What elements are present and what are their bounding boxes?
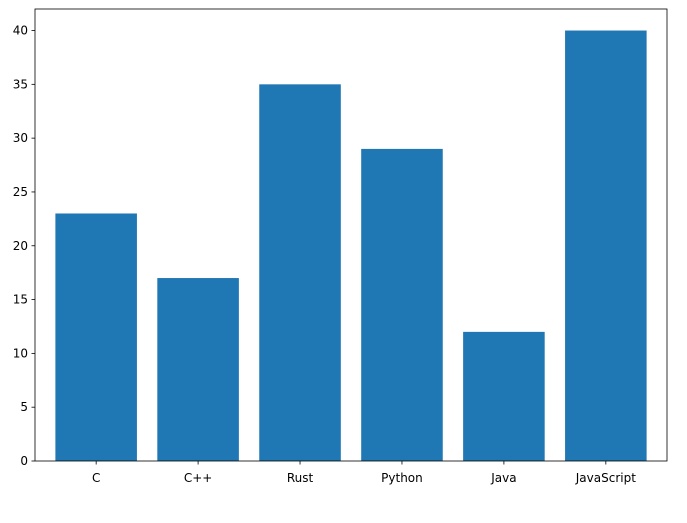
- y-tick-label: 20: [13, 239, 28, 253]
- y-tick-label: 5: [20, 400, 28, 414]
- y-tick-label: 40: [13, 24, 28, 38]
- y-tick-label: 25: [13, 185, 28, 199]
- x-tick-label: C: [92, 471, 100, 485]
- x-tick-label: Java: [490, 471, 516, 485]
- x-tick-label: JavaScript: [575, 471, 636, 485]
- bar-c: [55, 213, 137, 461]
- bars-group: [55, 30, 647, 462]
- x-tick-label: C++: [184, 471, 213, 485]
- y-tick-label: 10: [13, 346, 28, 360]
- bar-javascript: [565, 30, 647, 462]
- plot-frame: [34, 8, 668, 462]
- y-axis: 0 5 10 15 20 25 30 35 40: [13, 24, 35, 468]
- x-tick-label: Python: [381, 471, 423, 485]
- x-axis: C C++ Rust Python Java JavaScript: [92, 461, 636, 485]
- bar-cp: [157, 278, 239, 461]
- bar-java: [463, 331, 545, 461]
- x-tick-label: Rust: [287, 471, 314, 485]
- bar-python: [361, 148, 443, 461]
- y-tick-label: 15: [13, 293, 28, 307]
- y-tick-label: 30: [13, 131, 28, 145]
- y-tick-label: 0: [20, 454, 28, 468]
- bar-rust: [259, 84, 341, 461]
- y-tick-label: 35: [13, 77, 28, 91]
